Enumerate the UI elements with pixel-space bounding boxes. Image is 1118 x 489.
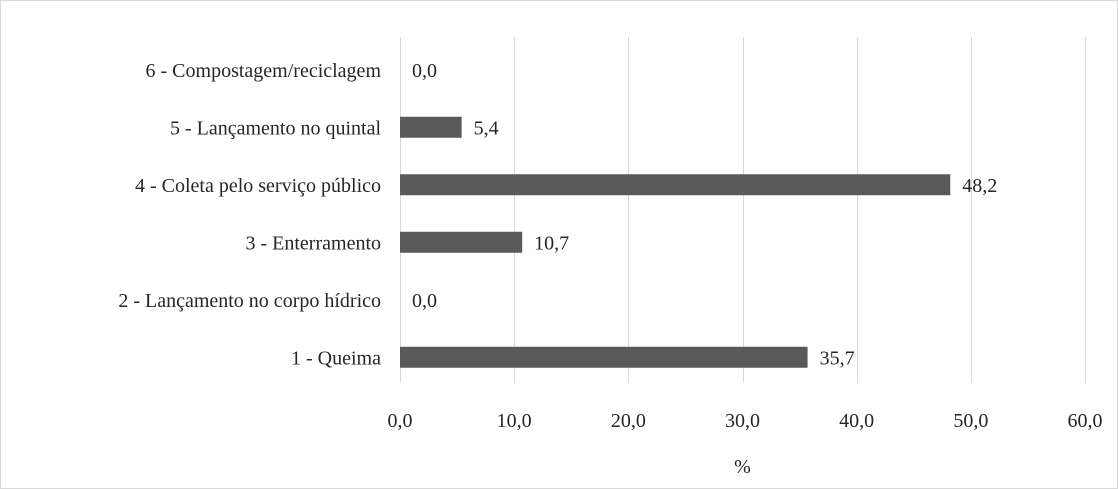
x-tick-label: 10,0: [497, 410, 532, 432]
category-labels: 6 - Compostagem/reciclagem 5 - Lançamento…: [118, 60, 381, 370]
bar: [400, 346, 808, 368]
x-tick-label: 0,0: [388, 410, 413, 432]
bar: [400, 174, 951, 196]
bars: [400, 116, 951, 368]
x-tick-label: 40,0: [839, 410, 874, 432]
x-tick-label: 50,0: [953, 410, 988, 432]
data-label: 0,0: [412, 290, 437, 312]
x-axis-title: %: [734, 456, 751, 478]
data-label: 5,4: [474, 117, 499, 139]
category-label: 5 - Lançamento no quintal: [170, 117, 381, 139]
x-tick-label: 30,0: [725, 410, 760, 432]
category-label: 1 - Queima: [291, 347, 381, 369]
data-label: 10,7: [534, 232, 569, 254]
data-label: 48,2: [962, 175, 997, 197]
bar: [400, 116, 462, 138]
data-label: 35,7: [820, 347, 855, 369]
x-tick-labels: 0,0 10,0 20,0 30,0 40,0 50,0 60,0: [388, 410, 1103, 432]
category-label: 3 - Enterramento: [246, 232, 382, 254]
category-label: 2 - Lançamento no corpo hídrico: [118, 290, 381, 312]
data-label: 0,0: [412, 60, 437, 82]
value-labels: 0,0 5,4 48,2 10,7 0,0 35,7: [412, 60, 997, 370]
gridlines: [400, 37, 1086, 383]
x-tick-label: 60,0: [1068, 410, 1103, 432]
x-tick-label: 20,0: [611, 410, 646, 432]
bar: [400, 231, 523, 253]
category-label: 4 - Coleta pelo serviço público: [135, 175, 381, 197]
category-label: 6 - Compostagem/reciclagem: [146, 60, 382, 82]
